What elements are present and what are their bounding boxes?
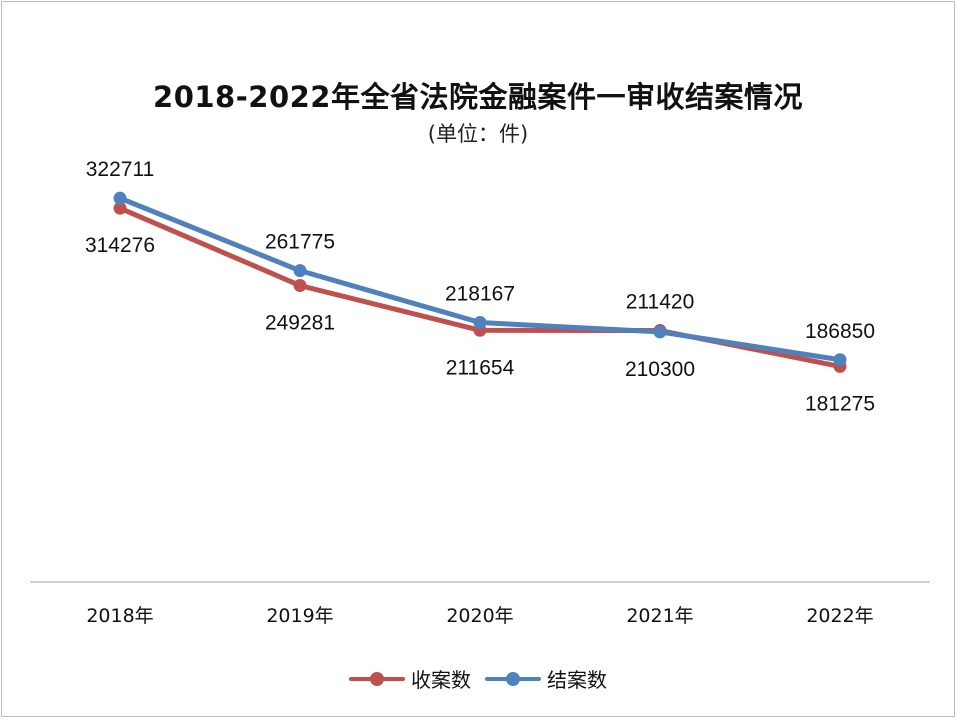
legend-swatch-received [349, 668, 405, 690]
data-label: 211654 [446, 356, 515, 379]
data-point [473, 316, 487, 330]
data-point [833, 353, 847, 367]
legend-label-closed: 结案数 [547, 668, 607, 692]
x-tick-label: 2019年 [266, 605, 333, 627]
legend: 收案数 结案数 [2, 664, 954, 693]
data-label: 210300 [625, 358, 695, 381]
data-point [293, 279, 307, 293]
data-point [293, 264, 307, 278]
legend-swatch-closed [485, 668, 541, 690]
x-tick-label: 2018年 [86, 605, 153, 627]
data-label: 181275 [805, 392, 875, 415]
data-label: 186850 [805, 320, 875, 343]
x-tick-label: 2021年 [626, 605, 693, 627]
x-tick-label: 2020年 [446, 605, 513, 627]
data-point [113, 191, 127, 205]
data-label: 314276 [85, 234, 155, 257]
data-point [653, 325, 667, 339]
data-label: 218167 [445, 283, 515, 306]
x-tick-label: 2022年 [806, 605, 873, 627]
chart-title: 2018-2022年全省法院金融案件一审收结案情况 [153, 80, 803, 114]
data-label: 322711 [86, 158, 155, 181]
legend-item-received: 收案数 [349, 664, 471, 693]
data-point [113, 201, 127, 215]
legend-label-received: 收案数 [411, 668, 471, 692]
data-label: 261775 [265, 231, 335, 254]
data-label: 211420 [626, 291, 695, 314]
legend-item-closed: 结案数 [485, 664, 607, 693]
chart-subtitle: (单位：件) [427, 122, 529, 146]
data-label: 249281 [265, 312, 335, 335]
